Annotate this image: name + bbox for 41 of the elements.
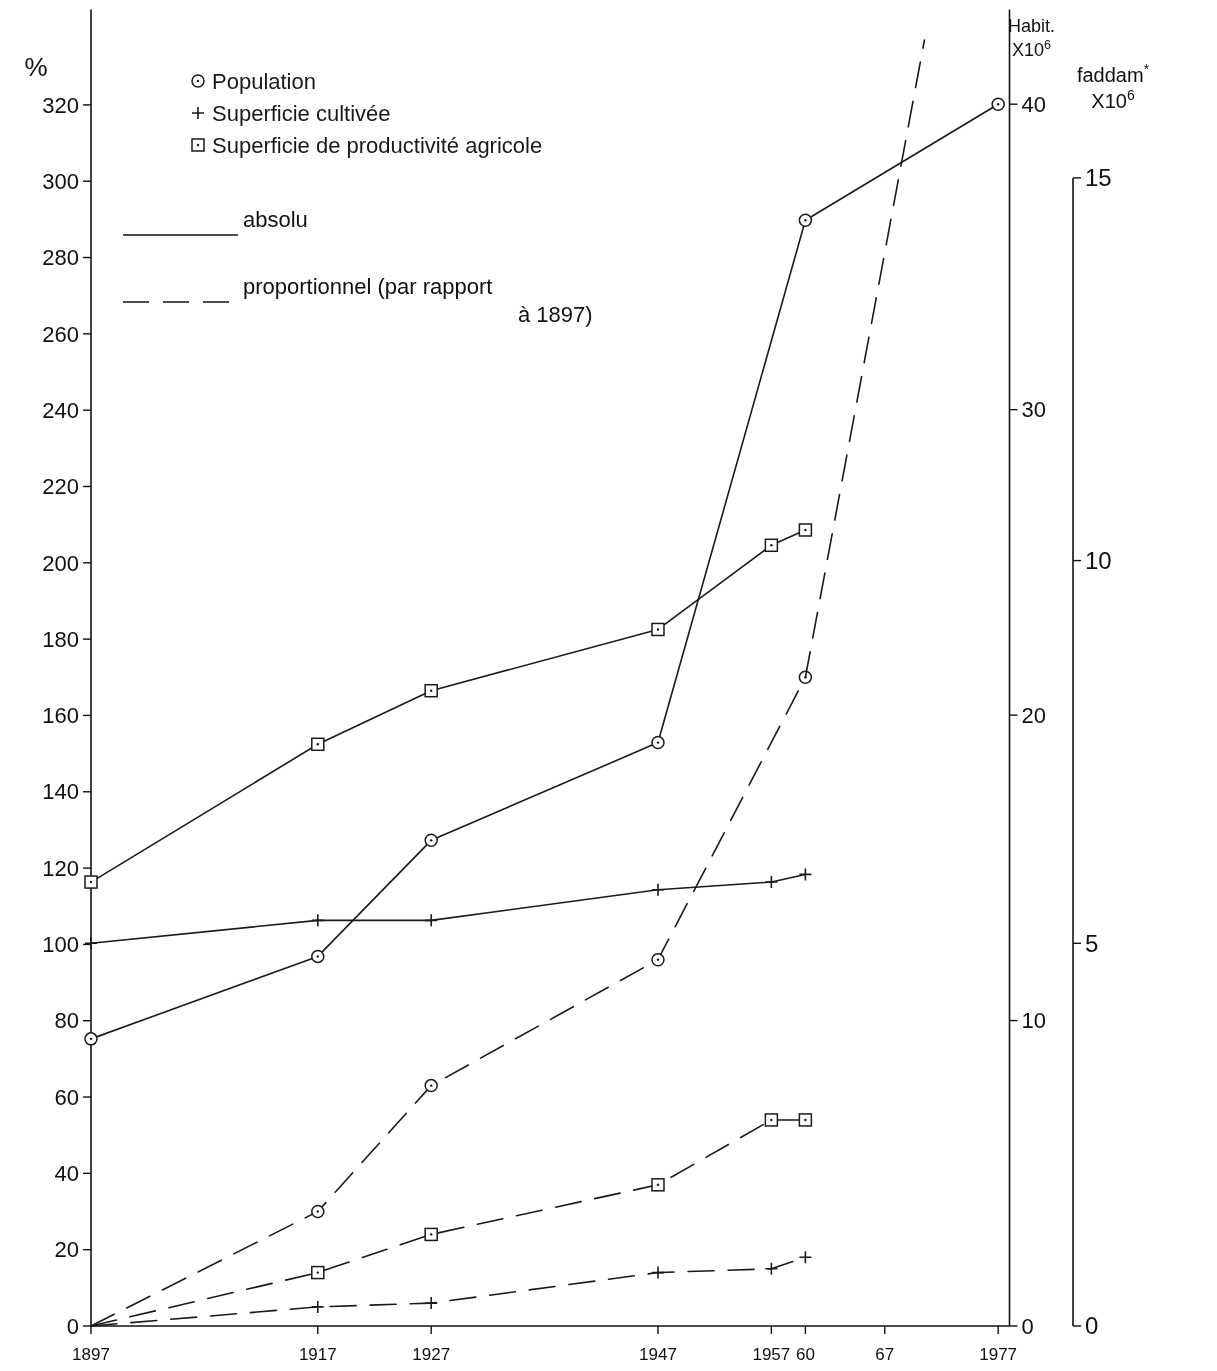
y2-tick-label: 30 [1021, 397, 1046, 423]
y-tick-label: 280 [42, 245, 79, 271]
y-tick-label: 0 [66, 1313, 79, 1339]
x-tick-label: 1897 [72, 1345, 110, 1364]
y3-tick-label: 10 [1085, 546, 1112, 574]
y3-tick-label: 5 [1085, 929, 1099, 957]
x-tick-label: 67 [875, 1345, 895, 1364]
y-tick-label: 100 [42, 932, 79, 958]
x-tick-label: 1957 [752, 1345, 791, 1364]
legend-label: Superficie cultivée [212, 100, 391, 126]
legend-label: Population [212, 68, 316, 94]
y-axis-title: % [24, 52, 48, 82]
y-tick-label: 140 [42, 779, 79, 805]
y-tick-label: 300 [42, 168, 79, 194]
y3-tick-label: 15 [1085, 164, 1112, 192]
y-tick-label: 40 [54, 1161, 79, 1187]
x-tick-label: 60 [795, 1345, 815, 1364]
y-tick-label: 320 [42, 92, 79, 118]
y-tick-label: 60 [54, 1084, 79, 1110]
x-tick-label: 1977 [979, 1345, 1018, 1364]
y2-tick-label: 0 [1021, 1313, 1034, 1339]
x-tick-label: 1947 [639, 1345, 677, 1364]
annotation: proportionnel (par rapport à 1897) [243, 274, 593, 327]
text: faddam$^{*}$ X10$^{6}$ [1076, 61, 1150, 112]
y-tick-label: 180 [42, 626, 79, 652]
y-tick-label: 160 [42, 703, 79, 729]
y-tick-label: 20 [54, 1237, 79, 1263]
y-tick-label: 120 [42, 855, 79, 881]
x-tick-label: 1927 [412, 1345, 451, 1364]
y-tick-label: 240 [42, 397, 79, 423]
y-tick-label: 80 [54, 1008, 79, 1034]
y2-tick-label: 40 [1021, 91, 1046, 117]
y3-tick-label: 0 [1085, 1312, 1099, 1340]
y2-tick-label: 20 [1021, 702, 1046, 728]
y2-tick-label: 10 [1021, 1008, 1046, 1034]
y-tick-label: 200 [42, 550, 79, 576]
y-tick-label: 260 [42, 321, 79, 347]
annotation: absolu [243, 207, 308, 232]
x-tick-label: 1917 [298, 1345, 337, 1364]
y-tick-label: 220 [42, 474, 79, 500]
legend-label: Superficie de productivité agricole [212, 132, 543, 158]
